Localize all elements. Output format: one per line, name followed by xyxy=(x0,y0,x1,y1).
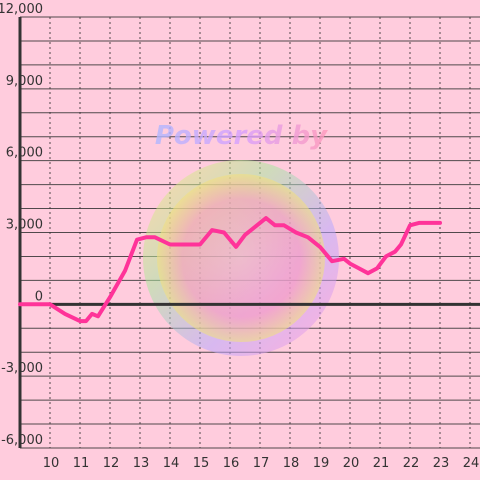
x-tick-label: 10 xyxy=(43,456,60,471)
series-line xyxy=(18,216,442,324)
x-tick-label: 21 xyxy=(373,456,390,471)
watermark: Powered by xyxy=(143,121,339,356)
x-tick-label: 13 xyxy=(133,456,150,471)
x-tick-label: 12 xyxy=(103,456,120,471)
watermark-text: Powered by xyxy=(155,121,328,151)
y-tick-label: 0 xyxy=(35,289,43,304)
x-tick-label: 16 xyxy=(223,456,240,471)
x-tick-label: 23 xyxy=(433,456,450,471)
x-tick-label: 24 xyxy=(463,456,480,471)
x-tick-label: 14 xyxy=(163,456,180,471)
y-tick-label: -3,000 xyxy=(1,361,43,376)
x-tick-label: 18 xyxy=(283,456,300,471)
x-tick-label: 22 xyxy=(403,456,420,471)
x-tick-label: 20 xyxy=(343,456,360,471)
y-tick-label: 12,000 xyxy=(0,2,43,17)
series-layer xyxy=(18,216,442,324)
y-tick-label: -6,000 xyxy=(1,433,43,448)
x-tick-label: 17 xyxy=(253,456,270,471)
y-tick-label: 9,000 xyxy=(6,74,43,89)
x-tick-label: 15 xyxy=(193,456,210,471)
y-tick-label: 3,000 xyxy=(6,218,43,233)
watermark-badge xyxy=(157,174,325,342)
x-tick-label: 19 xyxy=(313,456,330,471)
y-tick-label: 6,000 xyxy=(6,146,43,161)
x-tick-label: 11 xyxy=(73,456,90,471)
axes xyxy=(18,17,480,448)
